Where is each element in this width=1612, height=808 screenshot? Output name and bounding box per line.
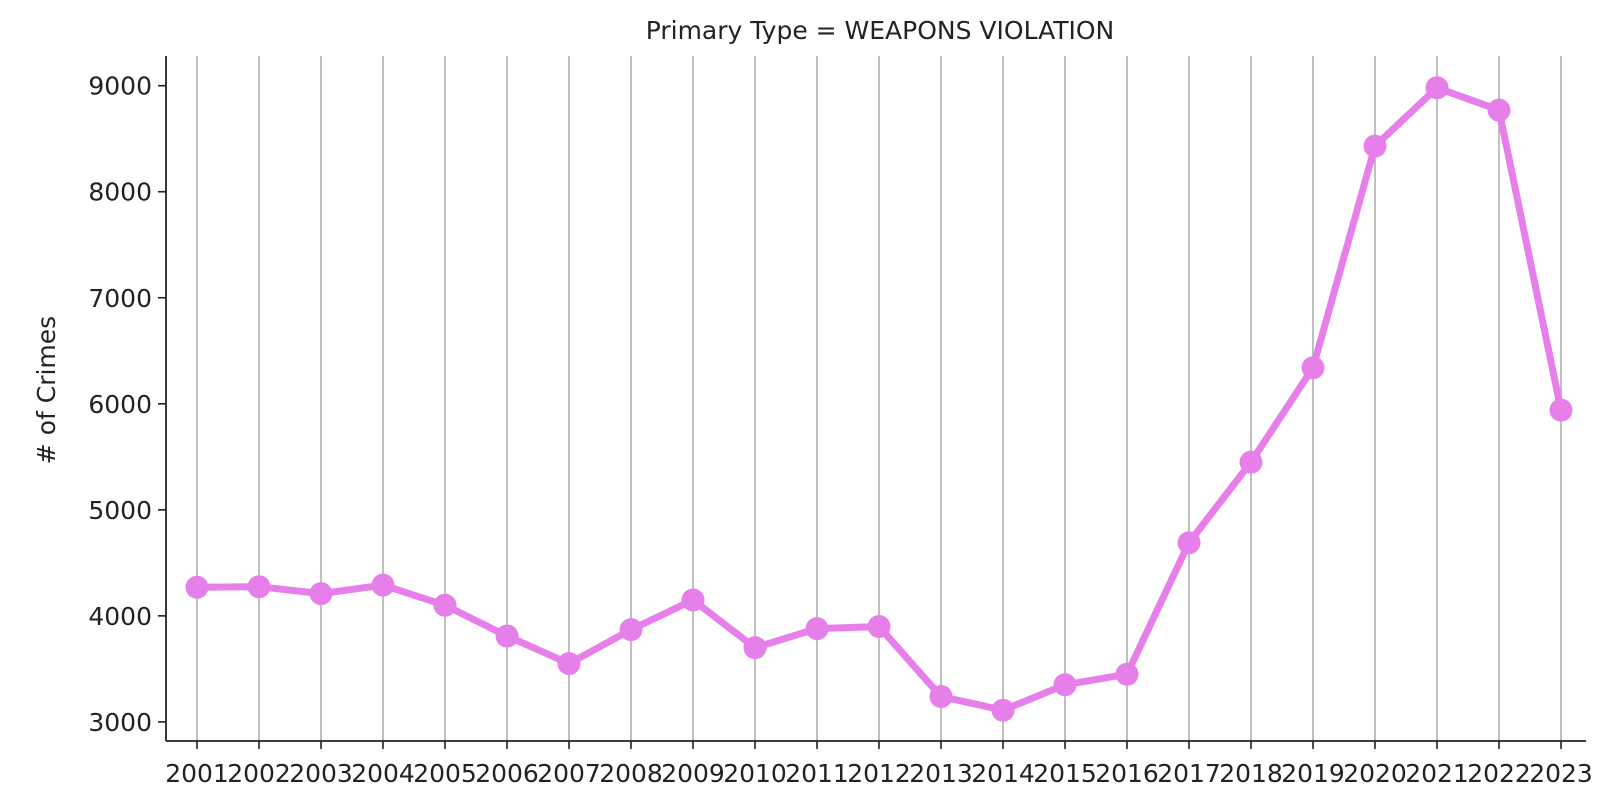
data-point [681, 588, 705, 612]
x-tick-label: 2015 [1033, 759, 1097, 788]
chart-title: Primary Type = WEAPONS VIOLATION [646, 16, 1115, 45]
y-tick-label: 3000 [88, 708, 152, 737]
data-point [1549, 398, 1573, 422]
data-point [805, 617, 829, 641]
x-tick-label: 2010 [723, 759, 787, 788]
y-axis-title: # of Crimes [32, 316, 61, 464]
data-point [557, 652, 581, 676]
y-tick-label: 7000 [88, 284, 152, 313]
x-tick-label: 2011 [785, 759, 849, 788]
data-point [495, 624, 519, 648]
data-point [1301, 356, 1325, 380]
x-tick-label: 2020 [1343, 759, 1407, 788]
data-point [1363, 134, 1387, 158]
x-tick-label: 2004 [351, 759, 415, 788]
x-tick-label: 2023 [1529, 759, 1593, 788]
x-tick-label: 2022 [1467, 759, 1531, 788]
x-tick-label: 2021 [1405, 759, 1469, 788]
x-tick-label: 2006 [475, 759, 539, 788]
x-tick-label: 2016 [1095, 759, 1159, 788]
data-point [1239, 450, 1263, 474]
y-tick-label: 5000 [88, 496, 152, 525]
x-tick-label: 2018 [1219, 759, 1283, 788]
x-tick-label: 2007 [537, 759, 601, 788]
series-layer [185, 76, 1573, 722]
x-tick-label: 2019 [1281, 759, 1345, 788]
x-tick-label: 2013 [909, 759, 973, 788]
data-point [1115, 662, 1139, 686]
data-point [867, 614, 891, 638]
data-point [247, 575, 271, 599]
data-point [433, 593, 457, 617]
x-tick-label: 2009 [661, 759, 725, 788]
x-tick-label: 2001 [165, 759, 229, 788]
data-point [991, 698, 1015, 722]
x-tick-label: 2002 [227, 759, 291, 788]
x-tick-label: 2017 [1157, 759, 1221, 788]
x-tick-label: 2014 [971, 759, 1035, 788]
data-point [929, 684, 953, 708]
data-point [1053, 673, 1077, 697]
data-point [371, 573, 395, 597]
data-point [1487, 98, 1511, 122]
y-tick-label: 8000 [88, 178, 152, 207]
tick-labels: 2001200220032004200520062007200820092010… [88, 72, 1592, 788]
x-tick-label: 2005 [413, 759, 477, 788]
axes [158, 56, 1586, 749]
data-point [1177, 531, 1201, 555]
data-point [619, 618, 643, 642]
x-tick-label: 2003 [289, 759, 353, 788]
x-tick-label: 2012 [847, 759, 911, 788]
y-tick-label: 6000 [88, 390, 152, 419]
x-tick-label: 2008 [599, 759, 663, 788]
data-point [1425, 76, 1449, 100]
data-point [185, 575, 209, 599]
data-point [743, 636, 767, 660]
y-tick-label: 9000 [88, 72, 152, 101]
y-tick-label: 4000 [88, 602, 152, 631]
grid-lines [196, 56, 1562, 741]
data-point [309, 582, 333, 606]
